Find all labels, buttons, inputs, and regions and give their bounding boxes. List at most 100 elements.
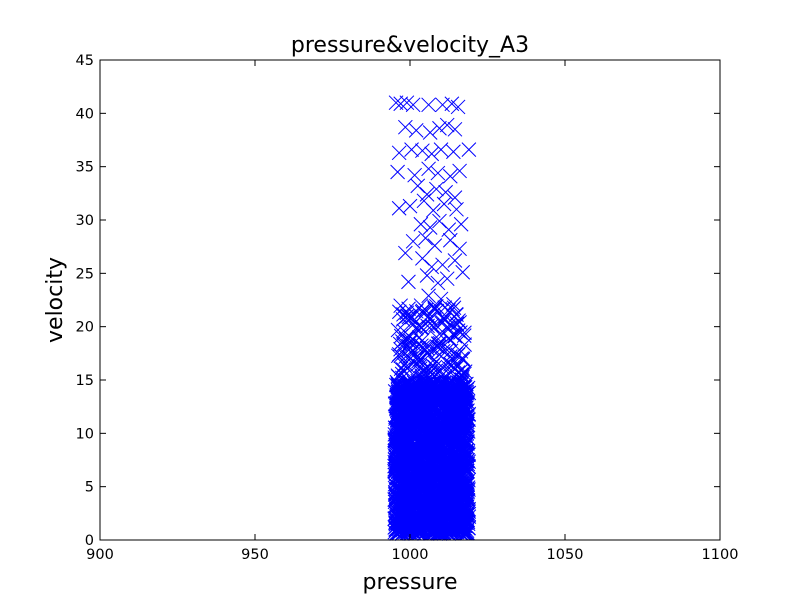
data-point: [448, 487, 464, 502]
x-axis: 900 950 1000 1050 1100: [86, 60, 738, 563]
data-point: [418, 496, 434, 512]
data-point: [421, 97, 436, 113]
data-point: [418, 520, 434, 536]
data-point: [460, 430, 476, 446]
data-point: [403, 333, 419, 348]
data-point: [432, 455, 447, 471]
data-point: [391, 145, 407, 161]
data-point: [446, 392, 462, 408]
data-point: [428, 518, 444, 534]
data-point: [432, 326, 447, 342]
data-point: [419, 268, 435, 283]
data-point: [418, 230, 433, 246]
data-point: [396, 434, 412, 450]
data-point: [417, 389, 433, 404]
data-point: [388, 95, 404, 111]
data-point: [452, 441, 467, 456]
data-point: [405, 317, 421, 332]
data-point: [419, 340, 435, 356]
data-point: [447, 190, 463, 205]
data-point: [438, 308, 454, 324]
y-tick-label: 5: [85, 480, 94, 496]
data-point: [429, 512, 445, 528]
data-point: [456, 493, 472, 509]
data-point: [410, 373, 426, 389]
data-point: [414, 320, 430, 335]
data-point: [391, 455, 407, 471]
data-point: [430, 336, 446, 352]
data-point: [406, 525, 422, 541]
data-point: [456, 418, 472, 434]
data-point: [452, 392, 468, 408]
x-tick-label: 950: [241, 547, 269, 563]
points-layer: [387, 95, 477, 541]
data-point: [424, 318, 440, 333]
data-point: [449, 201, 464, 217]
data-point: [454, 487, 470, 503]
data-point: [436, 196, 452, 212]
x-tick-label: 1050: [547, 547, 584, 563]
data-point: [393, 328, 409, 344]
data-point: [445, 392, 461, 408]
y-tick-label: 10: [76, 426, 94, 442]
data-point: [412, 512, 428, 528]
data-point: [398, 465, 413, 480]
data-point: [452, 241, 467, 257]
data-point: [398, 515, 414, 530]
data-point: [425, 376, 441, 392]
data-point: [457, 337, 472, 352]
data-point: [415, 143, 430, 159]
data-point: [411, 353, 426, 369]
data-point: [402, 335, 418, 351]
data-point: [446, 296, 461, 312]
data-point: [422, 220, 438, 235]
x-tick-label: 1000: [392, 547, 429, 563]
data-point: [441, 375, 457, 391]
data-point: [390, 368, 406, 384]
data-point: [414, 463, 430, 479]
data-point: [423, 479, 439, 495]
data-point: [416, 364, 432, 379]
data-point: [456, 473, 472, 489]
x-tick-label: 900: [86, 547, 114, 563]
data-point: [452, 163, 467, 179]
data-point: [422, 125, 438, 140]
data-point: [395, 393, 411, 409]
data-point: [431, 339, 447, 355]
data-point: [453, 503, 468, 518]
y-tick-label: 25: [76, 266, 94, 282]
data-point: [416, 393, 432, 409]
data-point: [387, 426, 403, 442]
data-point: [439, 117, 455, 133]
data-point: [389, 454, 405, 470]
data-point: [394, 370, 410, 386]
data-point: [397, 245, 413, 261]
data-point: [396, 391, 411, 406]
data-point: [400, 308, 415, 324]
data-point: [407, 167, 423, 183]
data-point: [439, 342, 455, 358]
data-point: [447, 253, 463, 268]
data-point: [444, 447, 460, 463]
chart-title: pressure&velocity_A3: [291, 33, 529, 58]
data-point: [442, 431, 457, 447]
data-point: [447, 328, 463, 344]
data-point: [416, 457, 431, 472]
data-point: [415, 340, 431, 355]
y-axis: 0 5 10 15 20 25 30 35 40 45: [76, 53, 720, 549]
data-point: [430, 275, 446, 291]
data-point: [452, 315, 467, 330]
data-point: [450, 523, 466, 539]
y-tick-label: 20: [76, 320, 94, 336]
data-point: [450, 99, 466, 115]
data-point: [455, 373, 470, 389]
data-point: [404, 309, 420, 325]
data-point: [430, 165, 446, 181]
data-point: [424, 146, 440, 162]
data-point: [390, 461, 406, 476]
y-tick-label: 0: [85, 533, 94, 549]
data-point: [442, 168, 458, 184]
data-point: [425, 203, 441, 218]
data-point: [454, 520, 469, 536]
data-point: [450, 358, 466, 374]
